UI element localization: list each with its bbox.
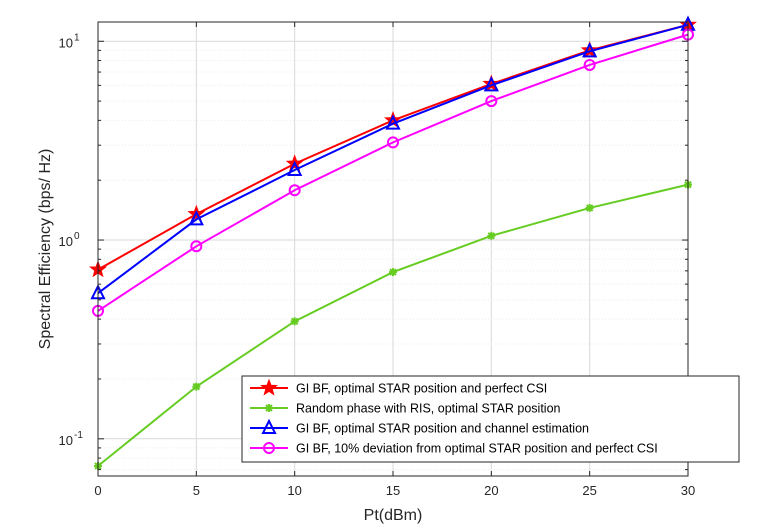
legend-item: Random phase with RIS, optimal STAR posi…: [250, 402, 561, 416]
x-tick-label: 10: [287, 483, 301, 498]
legend-item: GI BF, 10% deviation from optimal STAR p…: [250, 442, 658, 456]
y-axis-title: Spectral Efficiency (bps/ Hz): [37, 149, 54, 350]
marker-triangle: [188, 210, 204, 226]
series-line: [97, 23, 689, 295]
y-tick-exponent: 1: [74, 32, 80, 43]
y-tick-base: 10: [59, 35, 73, 50]
marker-triangle: [385, 114, 401, 130]
legend-items: GI BF, optimal STAR position and perfect…: [250, 378, 658, 456]
marker-circle: [288, 184, 301, 197]
series-layer: [89, 15, 697, 470]
legend-label: GI BF, 10% deviation from optimal STAR p…: [296, 442, 658, 456]
marker-asterisk: [389, 268, 397, 277]
legend-label: GI BF, optimal STAR position and channel…: [296, 422, 589, 436]
marker-circle: [263, 442, 275, 454]
legend-box: [241, 375, 740, 463]
series-4: [92, 28, 694, 317]
series-line: [97, 33, 689, 312]
marker-circle: [583, 58, 596, 71]
marker-star: [482, 74, 501, 92]
marker-asterisk: [290, 317, 299, 326]
marker-triangle: [582, 42, 598, 58]
marker-asterisk: [585, 203, 594, 212]
y-tick-exponent: -1: [74, 430, 83, 441]
marker-asterisk: [265, 404, 273, 412]
x-tick-label: 15: [386, 483, 400, 498]
marker-circle: [485, 95, 498, 108]
marker-star: [580, 40, 599, 58]
legend-label: Random phase with RIS, optimal STAR posi…: [296, 402, 561, 416]
marker-triangle: [483, 76, 499, 92]
x-tick-label: 25: [582, 483, 596, 498]
marker-triangle: [287, 160, 303, 177]
marker-triangle: [261, 418, 277, 434]
x-tick-label: 5: [193, 483, 200, 498]
y-tick-base: 10: [59, 433, 73, 448]
marker-circle: [190, 240, 203, 253]
y-tick-label: 10 0: [59, 231, 80, 249]
marker-circle: [387, 136, 399, 149]
y-tick-exponent: 0: [74, 231, 80, 242]
marker-asterisk: [487, 231, 496, 240]
y-tick-base: 10: [59, 234, 73, 249]
legend-item: GI BF, optimal STAR position and perfect…: [250, 378, 547, 396]
x-tick-label: 20: [484, 483, 498, 498]
y-tick-label: 10 -1: [59, 430, 84, 448]
x-axis-title: Pt(dBm): [364, 507, 423, 524]
x-tick-labels: 0 5 10 15 20 25 30: [94, 483, 695, 498]
marker-star: [260, 378, 278, 396]
y-tick-label: 10 1: [59, 32, 80, 50]
legend-item: GI BF, optimal STAR position and channel…: [250, 418, 589, 436]
marker-asterisk: [192, 382, 201, 391]
x-tick-label: 0: [94, 483, 101, 498]
legend-label: GI BF, optimal STAR position and perfect…: [296, 382, 547, 396]
x-tick-label: 30: [681, 483, 695, 498]
legend: GI BF, optimal STAR position and perfect…: [241, 375, 740, 463]
